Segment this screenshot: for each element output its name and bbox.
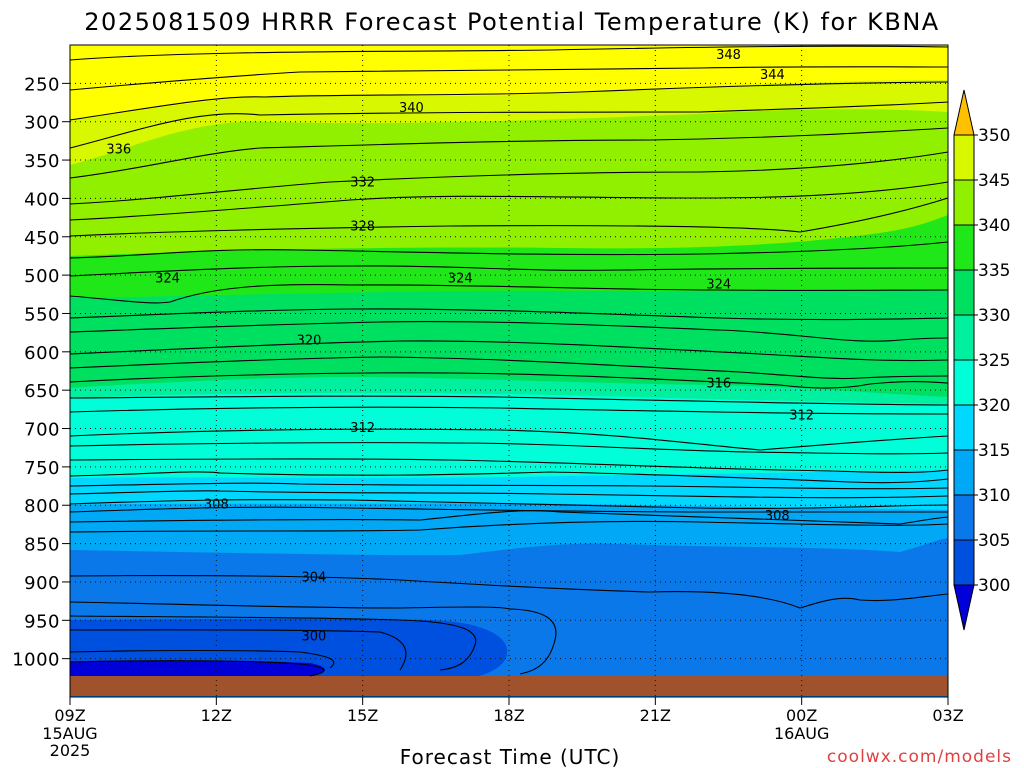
y-tick-label: 750 — [24, 458, 60, 479]
contour-label: 336 — [106, 143, 131, 158]
contour-label: 324 — [448, 271, 473, 286]
x-date-label: 16AUG — [774, 724, 829, 743]
grid — [70, 45, 948, 697]
x-tick-label: 21Z — [640, 706, 671, 725]
colorbar-label: 315 — [978, 441, 1010, 461]
colorbar-label: 300 — [978, 576, 1010, 596]
colorbar-label: 330 — [978, 306, 1010, 326]
y-tick-label: 700 — [24, 420, 60, 441]
contour-label: 324 — [706, 278, 731, 293]
contour-label: 332 — [350, 176, 375, 191]
colorbar-label: 325 — [978, 351, 1010, 371]
colorbar-bin — [953, 224, 975, 271]
y-tick-label: 350 — [24, 151, 60, 172]
x-date-label: 15AUG — [42, 724, 97, 743]
y-tick-label: 550 — [24, 304, 60, 325]
x-tick-label: 12Z — [201, 706, 232, 725]
y-tick-label: 250 — [24, 74, 60, 95]
contour-label: 304 — [301, 571, 326, 586]
contour-label: 348 — [716, 48, 741, 63]
colorbar-label: 335 — [978, 261, 1010, 281]
contour-label: 328 — [350, 219, 375, 234]
colorbar: 300 305 310 315 320 325 330 335 340 345 350 — [953, 89, 1010, 631]
contour-label: 308 — [765, 509, 790, 524]
colorbar-bin — [953, 134, 975, 181]
colorbar-bin — [953, 314, 975, 361]
contour-label: 316 — [706, 377, 731, 392]
colorbar-bin — [953, 404, 975, 451]
contour-label: 344 — [760, 68, 785, 83]
y-tick-label: 450 — [24, 228, 60, 249]
colorbar-label: 320 — [978, 396, 1010, 416]
colorbar-bin — [953, 269, 975, 316]
y-tick-label: 300 — [24, 113, 60, 134]
x-tick-label: 09Z — [54, 706, 85, 725]
watermark: coolwx.com/models — [827, 747, 1012, 767]
x-axis-label: Forecast Time (UTC) — [400, 745, 621, 768]
colorbar-bin — [953, 359, 975, 406]
y-tick-label: 800 — [24, 496, 60, 517]
colorbar-label: 305 — [978, 531, 1010, 551]
contour-label: 312 — [789, 409, 814, 424]
colorbar-bin — [953, 449, 975, 496]
band-below-300 — [70, 660, 325, 677]
y-tick-label: 950 — [24, 611, 60, 632]
contours — [69, 45, 949, 677]
plot-area — [70, 45, 948, 697]
x-tick-label: 15Z — [347, 706, 378, 725]
contour-label: 340 — [399, 101, 424, 116]
y-axis: 250 300 350 400 450 500 550 600 650 700 750 800 850 9… — [12, 74, 70, 671]
colorbar-label: 350 — [978, 126, 1010, 146]
colorbar-extend-min — [953, 584, 975, 631]
colorbar-bin — [953, 494, 975, 541]
contour-label: 324 — [155, 271, 180, 286]
contour-label: 308 — [204, 498, 229, 513]
y-tick-label: 600 — [24, 343, 60, 364]
y-tick-label: 500 — [24, 266, 60, 287]
colorbar-label: 340 — [978, 216, 1010, 236]
y-tick-label: 850 — [24, 535, 60, 556]
x-tick-label: 00Z — [786, 706, 817, 725]
colorbar-extend-max — [953, 89, 975, 136]
colorbar-label: 345 — [978, 171, 1010, 191]
y-tick-label: 400 — [24, 189, 60, 210]
contour-label: 312 — [350, 421, 375, 436]
x-date-label: 2025 — [50, 741, 91, 760]
contour-label: 320 — [297, 334, 322, 349]
x-tick-label: 18Z — [493, 706, 524, 725]
colorbar-bin — [953, 539, 975, 586]
contour-labels: 348 344 340 336 332 328 324 324 324 320 316 312 312 3… — [106, 48, 814, 645]
x-tick-label: 03Z — [932, 706, 963, 725]
y-tick-label: 1000 — [12, 650, 60, 671]
contour-label: 300 — [301, 630, 326, 645]
colorbar-bin — [953, 179, 975, 226]
y-tick-label: 650 — [24, 381, 60, 402]
colorbar-label: 310 — [978, 486, 1010, 506]
chart-title: 2025081509 HRRR Forecast Potential Tempe… — [84, 8, 939, 36]
y-tick-label: 900 — [24, 573, 60, 594]
